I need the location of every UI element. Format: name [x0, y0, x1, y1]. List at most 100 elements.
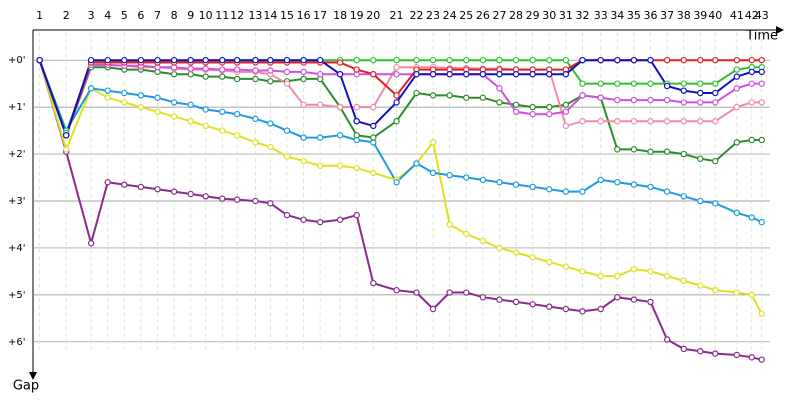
point [202, 106, 209, 113]
point [370, 56, 377, 64]
point [562, 122, 570, 130]
y-tick-label: +0' [8, 55, 26, 66]
x-tick-label: 30 [542, 9, 556, 22]
point [219, 127, 226, 134]
point [512, 71, 520, 78]
point [202, 122, 209, 130]
point [62, 132, 70, 139]
point [663, 96, 671, 104]
x-tick-label: 42 [745, 9, 759, 22]
point [697, 117, 704, 125]
point [393, 117, 400, 125]
point [748, 68, 755, 76]
point [733, 351, 741, 359]
point [579, 188, 586, 195]
y-tick-label: +6' [8, 337, 26, 348]
point [353, 103, 360, 111]
x-tick-label: 19 [350, 9, 364, 22]
point [170, 56, 178, 64]
point [680, 80, 687, 87]
point [579, 117, 586, 125]
point [121, 56, 128, 64]
point [137, 103, 145, 111]
point [316, 101, 324, 108]
point [680, 56, 687, 64]
point [630, 181, 638, 188]
point [496, 244, 503, 252]
x-tick-label: 16 [297, 9, 311, 22]
point [733, 289, 741, 296]
point [300, 134, 307, 141]
point [370, 134, 377, 141]
point [219, 66, 226, 73]
point [36, 56, 43, 64]
point [353, 56, 360, 64]
point [748, 136, 755, 144]
point [353, 132, 360, 139]
point [733, 139, 741, 146]
point [562, 71, 570, 78]
point [562, 56, 570, 64]
point [463, 230, 470, 238]
point [283, 80, 291, 87]
point [137, 56, 145, 64]
point [697, 155, 704, 162]
point [733, 209, 741, 216]
point [62, 146, 70, 153]
point [597, 305, 604, 313]
point [512, 101, 520, 108]
point [614, 80, 621, 87]
x-tick-label: 20 [366, 9, 380, 22]
y-tick-label: +1' [8, 102, 26, 113]
point [300, 56, 307, 64]
x-tick-label: 4 [104, 9, 111, 22]
point [353, 117, 360, 125]
point [680, 117, 687, 125]
point [529, 56, 536, 64]
point [758, 80, 765, 87]
point [512, 181, 520, 188]
point [252, 67, 259, 74]
point [202, 56, 209, 64]
x-tick-label: 37 [660, 9, 674, 22]
point [300, 75, 307, 83]
point [748, 354, 755, 361]
point [121, 89, 128, 97]
point [562, 188, 570, 195]
point [170, 99, 178, 106]
point [353, 164, 360, 172]
point [697, 56, 704, 64]
point [647, 80, 654, 87]
x-tick-label: 15 [280, 9, 294, 22]
point [283, 56, 291, 64]
point [597, 56, 604, 64]
point [283, 127, 291, 134]
point [630, 80, 638, 87]
point [758, 99, 765, 106]
point [316, 134, 324, 141]
x-tick-label: 31 [559, 9, 573, 22]
point [393, 56, 400, 64]
point [429, 169, 437, 177]
point [336, 71, 344, 78]
point [630, 265, 638, 273]
point [336, 103, 344, 111]
point [267, 78, 274, 85]
x-tick-label: 36 [644, 9, 658, 22]
point [479, 71, 487, 78]
point [336, 59, 344, 66]
point [316, 71, 324, 78]
y-tick-label: +5' [8, 290, 26, 301]
point [154, 94, 161, 101]
x-tick-label: 24 [443, 9, 457, 22]
point [546, 103, 553, 111]
point [630, 296, 638, 303]
point [370, 122, 377, 130]
point [630, 96, 638, 104]
point [697, 80, 704, 87]
point [733, 85, 741, 92]
point [219, 108, 226, 116]
point [579, 56, 586, 64]
point [429, 56, 437, 64]
point [316, 56, 324, 64]
